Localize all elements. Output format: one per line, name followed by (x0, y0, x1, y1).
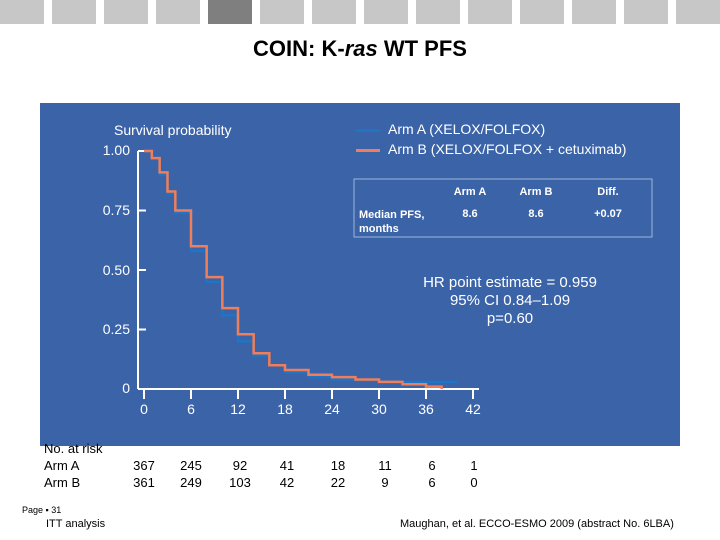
header-tab (260, 0, 304, 24)
y-tick-label: 0.75 (102, 202, 130, 218)
y-tick-label: 0 (122, 380, 130, 396)
x-tick-label: 36 (418, 401, 434, 417)
at-risk-arm-a-value: 6 (428, 458, 436, 473)
header-tab (468, 0, 512, 24)
at-risk-arm-b-value: 0 (470, 475, 478, 490)
header-tab (156, 0, 200, 24)
at-risk-title: No. at risk (44, 441, 103, 456)
km-plot-panel: Survival probability 1.00 0.75 0.50 0.25… (40, 103, 680, 446)
page-number: Page ▪ 31 (22, 505, 62, 515)
pfs-row-label-line: months (359, 223, 399, 235)
at-risk-arm-b-value: 6 (428, 475, 436, 490)
pfs-value-diff: +0.07 (594, 208, 622, 220)
pfs-value-arm-a: 8.6 (462, 208, 478, 220)
y-axis-label: Survival probability (114, 122, 232, 138)
pfs-header-arm-a: Arm A (453, 186, 487, 198)
x-tick-label: 24 (324, 401, 340, 417)
pfs-header-arm-b: Arm B (519, 186, 553, 198)
title-italic: ras (344, 36, 378, 61)
header-tab (52, 0, 96, 24)
arm-a-survival-curve (144, 149, 458, 384)
at-risk-labels: No. at risk Arm A Arm B (44, 440, 103, 491)
header-tab (572, 0, 616, 24)
y-tick-label: 0.50 (102, 262, 130, 278)
title-prefix: COIN: K- (253, 36, 345, 61)
citation: Maughan, et al. ECCO-ESMO 2009 (abstract… (400, 518, 674, 530)
pfs-table-frame (353, 178, 653, 238)
header-tab (208, 0, 252, 24)
header-tab (676, 0, 720, 24)
header-tab (416, 0, 460, 24)
at-risk-arm-a-value: 367 (133, 458, 155, 473)
header-tab (624, 0, 668, 24)
header-tab (520, 0, 564, 24)
legend-arm-a: Arm A (XELOX/FOLFOX) (388, 121, 546, 137)
legend-swatch-arm-b (356, 149, 380, 152)
at-risk-arm-b-value: 22 (330, 475, 346, 490)
at-risk-arm-a-label: Arm A (44, 458, 80, 473)
y-tick-label: 0.25 (102, 321, 130, 337)
header-tab (0, 0, 44, 24)
header-tab (364, 0, 408, 24)
legend-arm-b: Arm B (XELOX/FOLFOX + cetuximab) (388, 141, 627, 157)
hr-annotation: HR point estimate = 0.959 95% CI 0.84–1.… (400, 274, 620, 328)
pfs-value-arm-b: 8.6 (528, 208, 544, 220)
at-risk-arm-b-label: Arm B (44, 475, 81, 490)
hr-point-estimate: HR point estimate = 0.959 (423, 274, 597, 291)
pfs-row-label: Median PFS, months (359, 208, 424, 236)
header-tab (312, 0, 356, 24)
hr-p-value: p=0.60 (486, 310, 534, 327)
x-tick-label: 18 (277, 401, 293, 417)
pfs-row-label-line: Median PFS, (359, 209, 425, 221)
pfs-header-diff: Diff. (597, 186, 619, 198)
arm-b-survival-curve (144, 149, 443, 389)
footer-note: ITT analysis (46, 518, 106, 530)
hr-confidence-interval: 95% CI 0.84–1.09 (449, 292, 571, 309)
at-risk-arm-b-value: 103 (229, 475, 251, 490)
at-risk-arm-b-value: 42 (279, 475, 295, 490)
at-risk-arm-a-value: 11 (378, 458, 392, 473)
at-risk-arm-b-value: 361 (133, 475, 155, 490)
at-risk-arm-a-value: 1 (470, 458, 478, 473)
header-tab-strip (0, 0, 720, 26)
x-tick-label: 42 (465, 401, 481, 417)
at-risk-arm-b-value: 9 (381, 475, 389, 490)
y-tick-label: 1.00 (102, 142, 130, 158)
slide-title: COIN: K-ras WT PFS (0, 36, 720, 62)
km-chart (137, 149, 653, 399)
x-tick-label: 30 (371, 401, 387, 417)
x-tick-label: 0 (140, 401, 148, 417)
x-tick-label: 6 (187, 401, 195, 417)
at-risk-arm-a-value: 41 (279, 458, 295, 473)
legend-swatch-arm-a (356, 129, 380, 132)
x-tick-label: 12 (230, 401, 246, 417)
at-risk-arm-a-value: 92 (232, 458, 248, 473)
at-risk-arm-a-value: 245 (180, 458, 202, 473)
at-risk-arm-a-value: 18 (330, 458, 346, 473)
title-suffix: WT PFS (377, 36, 467, 61)
header-tab (104, 0, 148, 24)
at-risk-arm-b-value: 249 (180, 475, 202, 490)
